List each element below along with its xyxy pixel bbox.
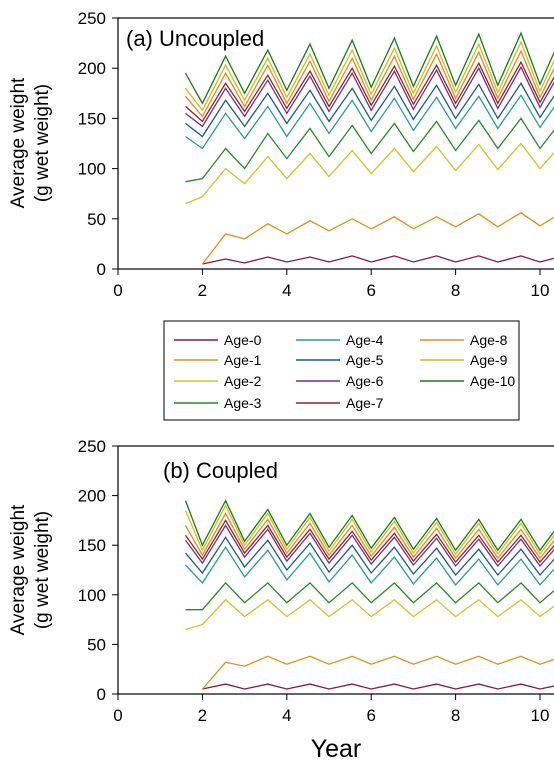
panel-b-xtick-label: 4 (282, 706, 291, 725)
panel-a-series-age-2 (185, 142, 554, 205)
panel-a-ytick-label: 0 (97, 260, 106, 279)
panel-a-series-age-4 (185, 94, 554, 150)
legend-label-age-5: Age-5 (346, 352, 384, 368)
legend-label-age-1: Age-1 (224, 352, 262, 368)
panel-b-plot-frame (117, 445, 554, 695)
panel-a-series-age-3 (185, 117, 554, 183)
panel-b-ytick-label: 200 (78, 487, 106, 506)
legend-label-age-8: Age-8 (470, 332, 508, 348)
panel-a-series-age-1 (201, 212, 554, 265)
legend-label-age-10: Age-10 (470, 373, 515, 389)
panel-a-series-age-9 (184, 40, 554, 112)
panel-a-ytick-label: 200 (78, 59, 106, 78)
panel-b-xtick-label: 0 (113, 706, 122, 725)
panel-b-series-age-7 (184, 519, 554, 564)
legend-label-age-6: Age-6 (346, 373, 384, 389)
panel-b-ytick-label: 0 (97, 685, 106, 704)
panel-a-xtick-label: 2 (198, 281, 207, 300)
panel-a-uncoupled: 0 50 100 150 200 250 0 2 4 6 8 10 (a) Uncoupled Ave… (8, 9, 554, 300)
x-axis-title: Year (311, 735, 362, 763)
panel-a-series-age-10 (184, 31, 554, 105)
panel-a-xtick-label: 0 (113, 281, 122, 300)
panel-b-xtick-label: 10 (531, 706, 550, 725)
legend-label-age-2: Age-2 (224, 373, 262, 389)
panel-a-xtick-label: 10 (531, 281, 550, 300)
panel-b-xtick-label: 6 (366, 706, 375, 725)
panel-a-ytick-label: 100 (78, 160, 106, 179)
panel-a-series (184, 31, 554, 265)
panel-a-series-age-8 (185, 49, 554, 118)
panel-b-series-age-8 (184, 512, 554, 560)
legend: Age-0 Age-1 Age-2 Age-3 Age-4 Age-5 Age-6 Age-7… (163, 320, 520, 421)
panel-a-series-age-0 (202, 255, 554, 265)
panel-b-series-age-1 (201, 655, 554, 690)
panel-b-ylabel-line1: Average weight (8, 504, 29, 635)
panel-b-ytick-label: 150 (78, 536, 106, 555)
panel-b-series-age-10 (184, 499, 554, 552)
panel-b-series (184, 499, 554, 690)
panel-a-xtick-label: 6 (366, 281, 375, 300)
panel-b-series-age-9 (184, 504, 554, 556)
panel-a-ytick-label: 150 (78, 109, 106, 128)
panel-a-xtick-label: 8 (451, 281, 460, 300)
panel-b-series-age-3 (185, 581, 554, 611)
panel-b-series-age-4 (185, 546, 554, 586)
panel-a-series-age-6 (185, 65, 554, 128)
legend-label-age-3: Age-3 (224, 395, 262, 411)
panel-a-series-age-7 (185, 60, 554, 123)
panel-a-plot-frame (117, 17, 554, 270)
panel-b-series-age-2 (185, 598, 554, 631)
panel-a-title: (a) Uncoupled (126, 26, 264, 51)
panel-a-ytick-label: 50 (87, 210, 106, 229)
panel-b-series-age-5 (185, 536, 554, 577)
panel-b-ytick-label: 50 (87, 635, 106, 654)
legend-label-age-7: Age-7 (346, 395, 384, 411)
panel-b-ticks: 0 50 100 150 200 250 0 2 4 6 8 10 (78, 437, 550, 725)
panel-b-ytick-label: 250 (78, 437, 106, 456)
panel-b-series-age-6 (184, 524, 554, 568)
panel-a-ylabel-line2: (g wet weight) (32, 84, 53, 202)
legend-label-age-0: Age-0 (224, 332, 262, 348)
panel-b-ylabel-line2: (g wet weight) (32, 511, 53, 629)
panel-b-xtick-label: 8 (451, 706, 460, 725)
panel-a-ytick-label: 250 (78, 9, 106, 28)
legend-label-age-4: Age-4 (346, 332, 384, 348)
panel-a-series-age-5 (185, 82, 554, 138)
panel-b-ytick-label: 100 (78, 586, 106, 605)
legend-box (163, 320, 520, 421)
panel-b-xtick-label: 2 (198, 706, 207, 725)
panel-a-ticks: 0 50 100 150 200 250 0 2 4 6 8 10 (78, 9, 550, 300)
panel-a-xtick-label: 4 (282, 281, 291, 300)
legend-label-age-9: Age-9 (470, 352, 508, 368)
panel-a-ylabel-line1: Average weight (8, 77, 29, 208)
panel-b-title: (b) Coupled (163, 458, 278, 483)
panel-b-coupled: 0 50 100 150 200 250 0 2 4 6 8 10 (b) Coupled Avera… (8, 437, 554, 725)
panel-b-series-age-0 (202, 683, 554, 690)
